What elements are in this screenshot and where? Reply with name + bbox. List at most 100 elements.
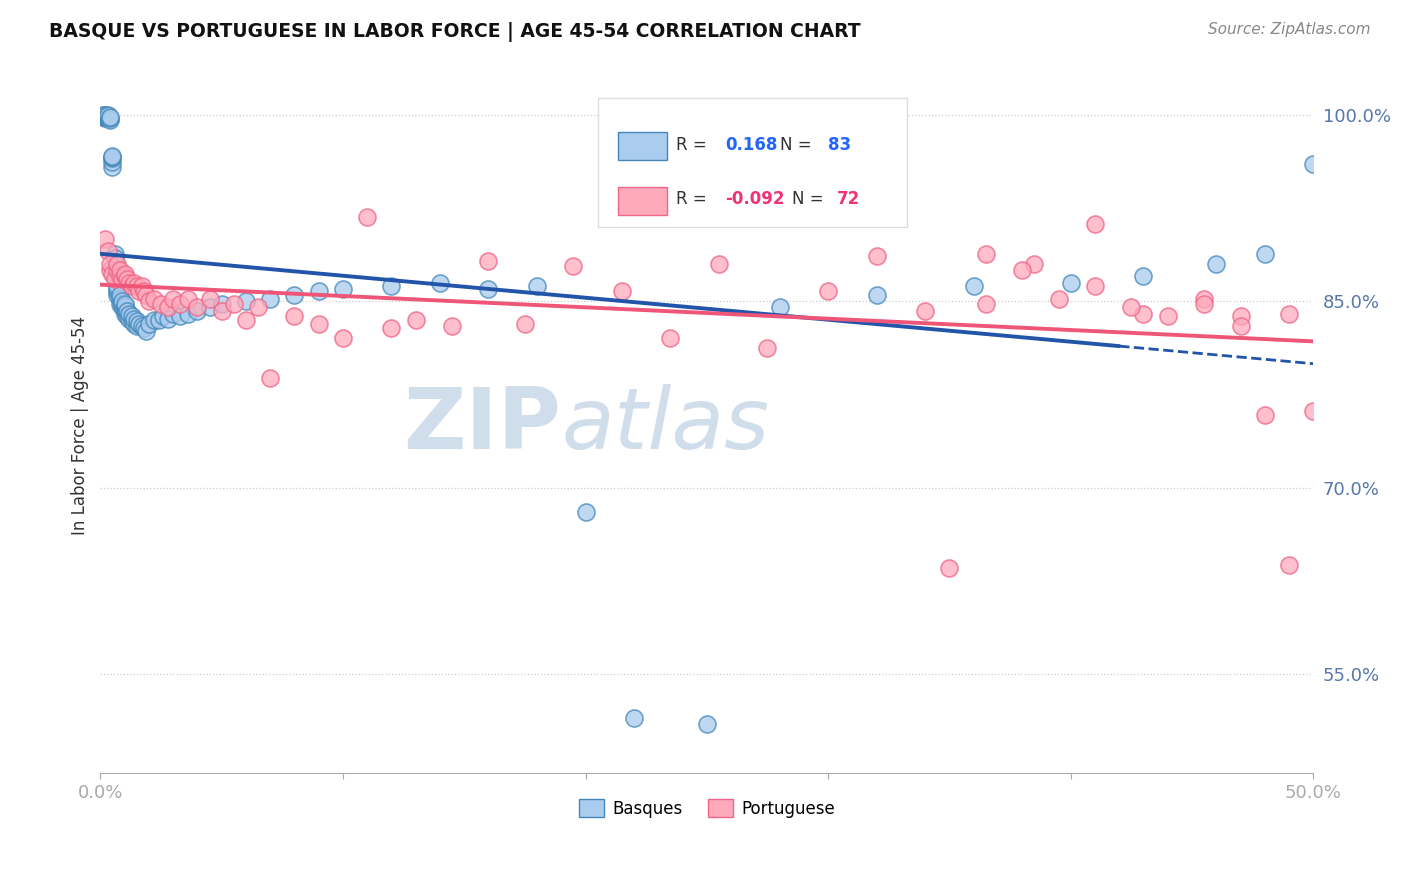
Point xyxy=(115,272,138,286)
Point xyxy=(659,331,682,345)
Point xyxy=(308,317,330,331)
Point xyxy=(94,232,117,246)
Point xyxy=(105,288,128,302)
Point xyxy=(114,307,136,321)
Point xyxy=(817,284,839,298)
Point xyxy=(128,317,150,331)
Point xyxy=(211,304,233,318)
Point xyxy=(108,292,131,306)
Point xyxy=(125,318,148,333)
Point xyxy=(974,247,997,261)
Point xyxy=(101,151,124,165)
Point xyxy=(1121,301,1143,315)
Y-axis label: In Labor Force | Age 45-54: In Labor Force | Age 45-54 xyxy=(72,316,89,535)
Point xyxy=(198,292,221,306)
Point xyxy=(118,307,141,321)
Point xyxy=(124,317,146,331)
Point xyxy=(938,561,960,575)
Point xyxy=(108,296,131,310)
Point xyxy=(259,371,281,385)
Point xyxy=(97,112,120,126)
Point xyxy=(526,279,548,293)
Point xyxy=(574,505,596,519)
Point xyxy=(380,321,402,335)
Point xyxy=(283,309,305,323)
Point xyxy=(91,110,114,124)
Point xyxy=(247,301,270,315)
Point xyxy=(108,263,131,277)
Point xyxy=(1011,263,1033,277)
Point xyxy=(332,282,354,296)
Point xyxy=(914,304,936,318)
Point xyxy=(97,110,120,124)
Point xyxy=(169,309,191,323)
Point xyxy=(1229,318,1251,333)
Text: Source: ZipAtlas.com: Source: ZipAtlas.com xyxy=(1208,22,1371,37)
Point xyxy=(108,288,131,302)
Point xyxy=(1132,269,1154,284)
Point xyxy=(121,314,143,328)
Point xyxy=(125,279,148,293)
Text: atlas: atlas xyxy=(561,384,769,467)
Point xyxy=(157,301,180,315)
Point xyxy=(105,284,128,298)
Text: 0.168: 0.168 xyxy=(725,136,778,154)
Point xyxy=(114,267,136,281)
Point xyxy=(111,296,134,310)
Point xyxy=(1084,217,1107,231)
Point xyxy=(132,321,155,335)
Point xyxy=(114,269,136,284)
Point xyxy=(121,279,143,293)
Point xyxy=(707,257,730,271)
Text: ZIP: ZIP xyxy=(404,384,561,467)
Point xyxy=(118,276,141,290)
Text: N =: N = xyxy=(792,190,828,208)
Point xyxy=(98,110,121,124)
Point xyxy=(283,288,305,302)
Text: 83: 83 xyxy=(828,136,851,154)
Point xyxy=(1229,309,1251,323)
Point xyxy=(118,311,141,326)
Point xyxy=(176,307,198,321)
Point xyxy=(211,296,233,310)
Point xyxy=(1192,296,1215,310)
Text: -0.092: -0.092 xyxy=(725,190,785,208)
Point xyxy=(124,311,146,326)
Point xyxy=(138,317,160,331)
Point xyxy=(1278,558,1301,572)
Point xyxy=(131,279,153,293)
Point xyxy=(1024,257,1046,271)
Point xyxy=(441,318,464,333)
Point xyxy=(148,313,170,327)
Text: BASQUE VS PORTUGUESE IN LABOR FORCE | AGE 45-54 CORRELATION CHART: BASQUE VS PORTUGUESE IN LABOR FORCE | AG… xyxy=(49,22,860,42)
Point xyxy=(235,294,257,309)
Point xyxy=(105,263,128,277)
Point xyxy=(111,272,134,286)
Text: 72: 72 xyxy=(837,190,860,208)
Point xyxy=(105,279,128,293)
Point xyxy=(114,296,136,310)
Point xyxy=(91,109,114,123)
Point xyxy=(974,296,997,310)
Point xyxy=(98,112,121,126)
Text: R =: R = xyxy=(676,136,713,154)
Point xyxy=(101,149,124,163)
Point xyxy=(97,244,120,259)
Point xyxy=(131,318,153,333)
Point xyxy=(101,150,124,164)
Point xyxy=(865,288,887,302)
Point xyxy=(1157,309,1180,323)
Point xyxy=(1047,292,1070,306)
Point xyxy=(1132,307,1154,321)
Point xyxy=(94,108,117,122)
Point xyxy=(235,313,257,327)
Point xyxy=(332,331,354,345)
Point xyxy=(405,313,427,327)
Point xyxy=(308,284,330,298)
Point xyxy=(115,304,138,318)
Point xyxy=(91,108,114,122)
Point xyxy=(356,210,378,224)
Point xyxy=(1302,157,1324,171)
Point xyxy=(125,314,148,328)
Point xyxy=(513,317,536,331)
